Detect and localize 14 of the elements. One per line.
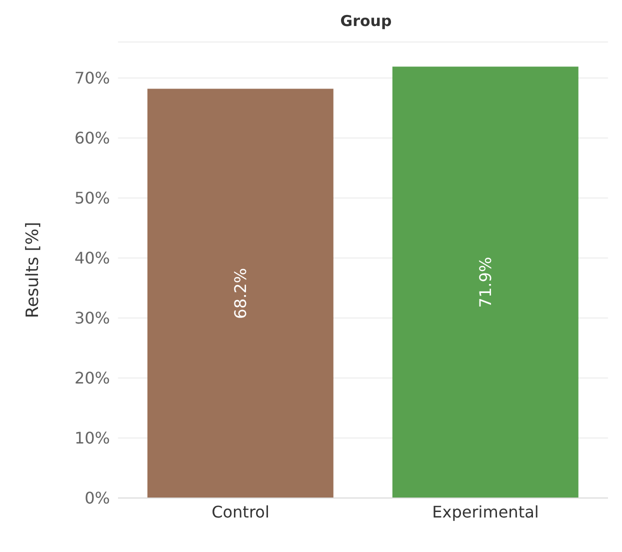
y-tick-label: 50% [74,188,110,208]
data-label: 71.9% [476,256,495,308]
y-tick-label: 70% [74,68,110,88]
y-tick-label: 10% [74,428,110,448]
y-tick-label: 20% [74,368,110,388]
y-tick-label: 60% [74,128,110,148]
chart-title: Group [339,12,393,30]
y-axis-title: Results [%] [23,222,44,318]
y-tick-label: 0% [84,488,110,508]
x-tick-label: Experimental [432,502,539,522]
x-tick-label: Control [212,502,270,522]
data-label: 68.2% [230,268,250,319]
y-tick-label: 40% [74,248,110,268]
y-tick-label: 30% [74,308,110,328]
